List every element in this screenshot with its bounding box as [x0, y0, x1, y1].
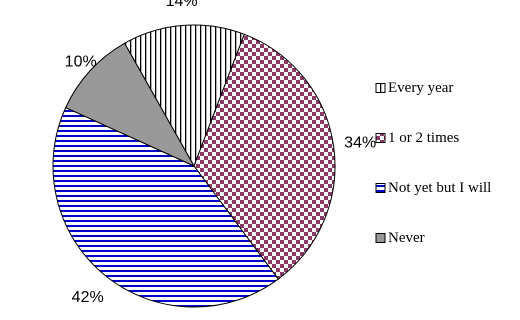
pie-slice-1 [193, 33, 336, 280]
legend-swatch-1 [375, 133, 386, 143]
legend: Every year 1 or 2 times Not yet but I will… [375, 80, 491, 246]
slice-percent-label-0: 14% [166, 0, 198, 10]
legend-swatch-2 [375, 183, 386, 193]
pie-slice-3 [65, 42, 196, 168]
pie-slices [52, 24, 336, 308]
slice-percent-label-1: 34% [344, 134, 376, 151]
legend-swatch-3 [375, 233, 386, 243]
legend-swatch-0 [375, 83, 386, 93]
legend-label-2: Not yet but I will [388, 180, 491, 196]
legend-label-1: 1 or 2 times [388, 130, 459, 146]
slice-percent-label-2: 42% [72, 289, 104, 306]
pie-slice-0 [123, 24, 245, 168]
legend-label-0: Every year [388, 80, 453, 96]
pie-labels: 14% 34% 42% 10% [65, 0, 377, 306]
pie-slice-2 [52, 106, 279, 308]
slice-percent-label-3: 10% [65, 54, 97, 71]
legend-label-3: Never [388, 230, 425, 246]
